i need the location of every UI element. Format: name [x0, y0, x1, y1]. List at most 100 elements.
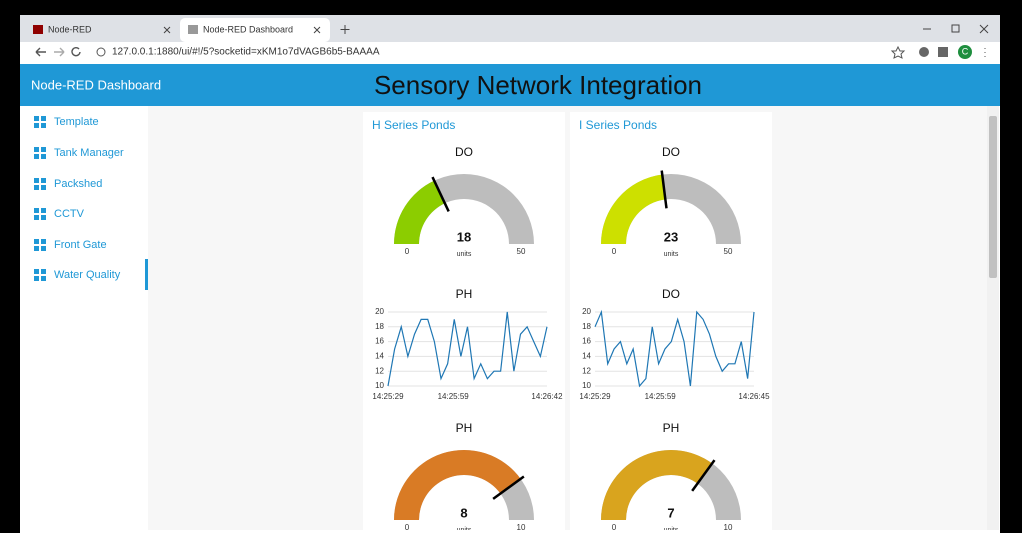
toolbar: [20, 42, 1000, 64]
gauge-needle: [660, 170, 668, 209]
site-info-icon[interactable]: [96, 47, 106, 57]
menu-icon: [34, 185, 39, 190]
menu-item[interactable]: Packshed: [54, 178, 102, 190]
chart-label: DO: [662, 287, 680, 301]
tab[interactable]: [25, 18, 180, 42]
reload-button[interactable]: [71, 46, 81, 57]
menu-icon: [41, 269, 46, 274]
data-line: [387, 311, 548, 387]
close-window-button[interactable]: [979, 24, 989, 34]
gauge-min: 0: [612, 523, 617, 532]
gauge-fill: [601, 174, 666, 244]
gauge-max: 50: [517, 247, 526, 256]
menu-icon: [41, 246, 46, 251]
app-name: Node-RED Dashboard: [31, 77, 161, 92]
y-tick-label: 20: [582, 307, 591, 316]
tab-close[interactable]: [313, 26, 321, 34]
gauge-needle: [431, 176, 450, 212]
dashboard-header: [20, 64, 1000, 106]
restore-button[interactable]: [951, 24, 960, 33]
x-tick-label: 14:25:29: [579, 392, 611, 401]
gauge-max: 10: [517, 523, 526, 532]
forward-button[interactable]: [54, 47, 65, 57]
menu-icon: [41, 276, 46, 281]
menu-icon: [41, 178, 46, 183]
active-indicator: [145, 259, 148, 290]
menu-icon: [34, 154, 39, 159]
profile-avatar[interactable]: [958, 45, 972, 59]
gauge-units: units: [457, 251, 472, 258]
gauge-label: PH: [456, 421, 473, 435]
bottom-edge: [20, 530, 1000, 533]
tab-title[interactable]: Node-RED Dashboard: [203, 24, 293, 34]
x-tick-label: 14:25:59: [645, 392, 677, 401]
y-tick-label: 12: [375, 366, 384, 375]
gauge-needle: [691, 459, 716, 492]
menu-icon: [34, 239, 39, 244]
menu-item[interactable]: Water Quality: [54, 269, 121, 281]
menu-icon: [34, 215, 39, 220]
y-tick-label: 14: [582, 352, 591, 361]
gauge-min: 0: [612, 247, 617, 256]
menu-item[interactable]: Tank Manager: [54, 147, 124, 159]
menu-item[interactable]: Template: [54, 116, 99, 128]
gauge-value: 18: [457, 229, 471, 244]
menu-icon: [41, 208, 46, 213]
gauge-fill: [394, 450, 521, 520]
x-tick-label: 14:26:42: [531, 392, 563, 401]
extensions-button[interactable]: [938, 47, 948, 57]
y-tick-label: 18: [375, 322, 384, 331]
gauge-fill: [601, 450, 713, 520]
bookmark-star[interactable]: [890, 45, 906, 59]
x-tick-label: 14:25:59: [438, 392, 470, 401]
scrollbar-thumb[interactable]: [989, 116, 997, 278]
data-line: [594, 309, 755, 388]
menu-icon: [41, 154, 46, 159]
gauge-label: DO: [662, 145, 680, 159]
tab-close[interactable]: [163, 26, 171, 34]
gauge-max: 50: [724, 247, 733, 256]
menu-icon: [34, 116, 39, 121]
menu-icon: [41, 185, 46, 190]
gauge-label: PH: [663, 421, 680, 435]
menu-icon: [41, 116, 46, 121]
y-tick-label: 18: [582, 322, 591, 331]
menu-item[interactable]: CCTV: [54, 208, 85, 220]
gauge-needle: [492, 475, 525, 500]
chart-label: PH: [456, 287, 473, 301]
y-tick-label: 20: [375, 307, 384, 316]
menu-icon: [34, 123, 39, 128]
menu-icon: [34, 246, 39, 251]
x-tick-label: 14:25:29: [372, 392, 404, 401]
menu-icon: [34, 147, 39, 152]
menu-icon: [41, 147, 46, 152]
menu-icon: [41, 239, 46, 244]
menu-icon: [34, 208, 39, 213]
gauge-max: 10: [724, 523, 733, 532]
tab-title[interactable]: Node-RED: [48, 24, 92, 34]
tab-icon: [188, 25, 198, 34]
url[interactable]: 127.0.0.1:1880/ui/#!/5?socketid=xKM1o7dV…: [112, 47, 380, 58]
gauge-label: DO: [455, 145, 473, 159]
back-button[interactable]: [35, 47, 46, 57]
y-tick-label: 16: [375, 337, 384, 346]
y-tick-label: 10: [375, 381, 384, 390]
content: [148, 106, 987, 533]
menu-item[interactable]: Front Gate: [54, 239, 107, 251]
extension-icon[interactable]: [919, 47, 929, 57]
tab[interactable]: [180, 18, 330, 42]
y-tick-label: 16: [582, 337, 591, 346]
new-tab-button[interactable]: [340, 25, 350, 34]
gauge-value: 7: [667, 505, 674, 520]
x-tick-label: 14:26:45: [738, 392, 770, 401]
tab-icon: [33, 25, 43, 34]
y-tick-label: 14: [375, 352, 384, 361]
gauge-value: 23: [664, 229, 678, 244]
y-tick-label: 12: [582, 366, 591, 375]
group-title: H Series Ponds: [372, 118, 455, 132]
gauge-min: 0: [405, 247, 410, 256]
group-title: I Series Ponds: [579, 118, 657, 132]
y-tick-label: 10: [582, 381, 591, 390]
